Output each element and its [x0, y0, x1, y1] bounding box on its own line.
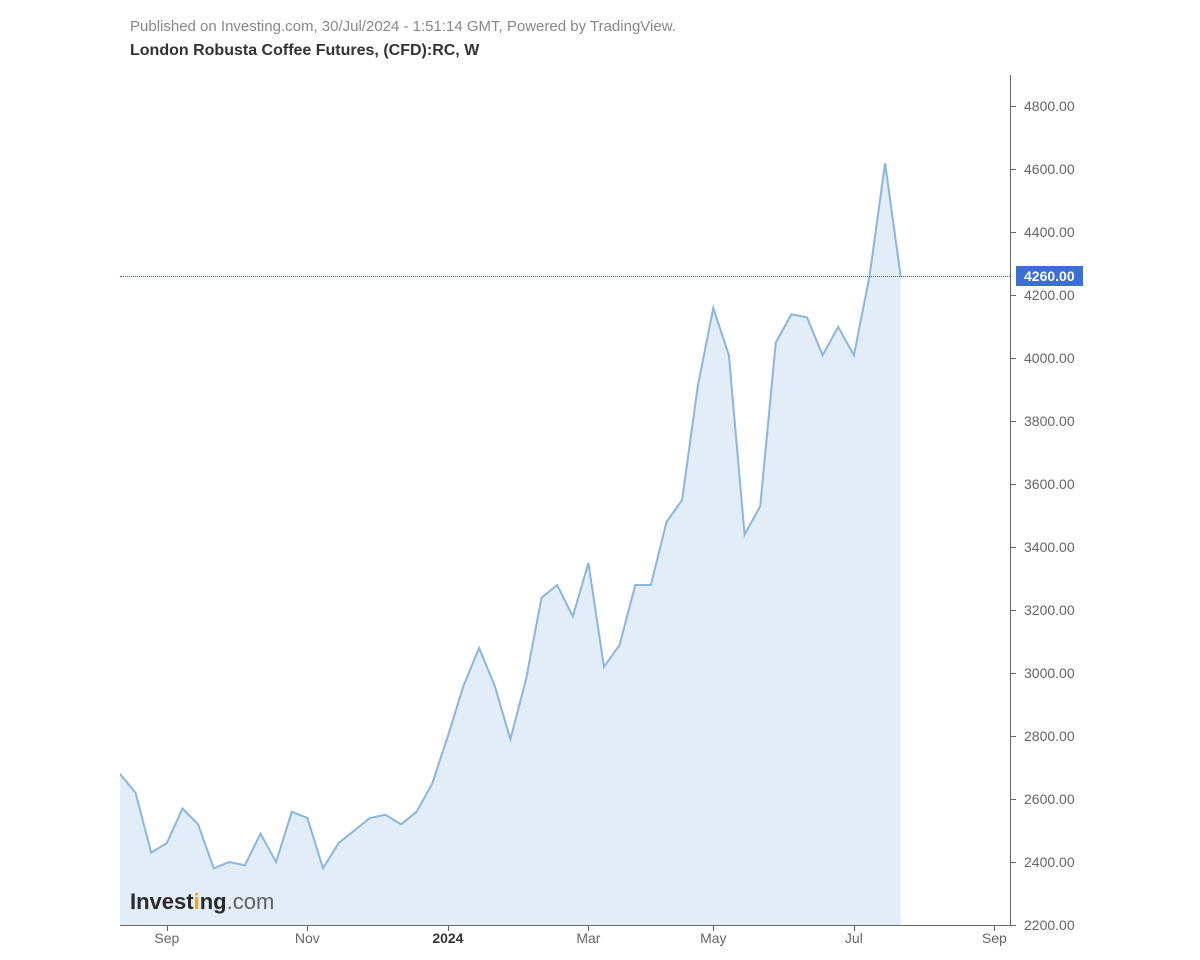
title-main: London Robusta Coffee Futures, [130, 42, 383, 59]
x-tick-label: Mar [576, 930, 600, 946]
watermark-text-2: ng [200, 889, 227, 914]
x-tick-label: Jul [845, 930, 863, 946]
y-tick-label: 3400.00 [1024, 539, 1075, 555]
y-tick-label: 4600.00 [1024, 161, 1075, 177]
watermark-text-1: Invest [130, 889, 194, 914]
y-tick-label: 3000.00 [1024, 665, 1075, 681]
watermark-text-3: .com [227, 889, 275, 914]
y-tick-label: 4800.00 [1024, 98, 1075, 114]
y-tick-label: 3800.00 [1024, 413, 1075, 429]
chart-title: London Robusta Coffee Futures, (CFD):RC,… [130, 42, 479, 60]
y-tick-label: 2200.00 [1024, 917, 1075, 933]
chart-header: Published on Investing.com, 30/Jul/2024 … [130, 18, 676, 35]
x-tick-label: May [700, 930, 726, 946]
y-tick-label: 2600.00 [1024, 791, 1075, 807]
y-tick-label: 2800.00 [1024, 728, 1075, 744]
x-tick-label: Sep [982, 930, 1007, 946]
chart-container: Published on Investing.com, 30/Jul/2024 … [0, 0, 1200, 960]
y-tick-label: 4200.00 [1024, 287, 1075, 303]
y-tick-label: 3600.00 [1024, 476, 1075, 492]
y-tick-label: 2400.00 [1024, 854, 1075, 870]
title-symbol: (CFD):RC, [383, 42, 464, 59]
y-tick-label: 3200.00 [1024, 602, 1075, 618]
y-tick-label: 4400.00 [1024, 224, 1075, 240]
x-tick-label: 2024 [432, 930, 463, 946]
investing-watermark: Investing.com [130, 889, 274, 915]
x-tick-label: Nov [295, 930, 320, 946]
x-tick-label: Sep [154, 930, 179, 946]
current-price-line [120, 276, 1010, 277]
title-interval: W [464, 42, 479, 59]
price-area-chart [120, 75, 1010, 925]
plot-area[interactable] [120, 75, 1011, 926]
current-price-badge: 4260.00 [1016, 266, 1083, 286]
y-tick-label: 4000.00 [1024, 350, 1075, 366]
